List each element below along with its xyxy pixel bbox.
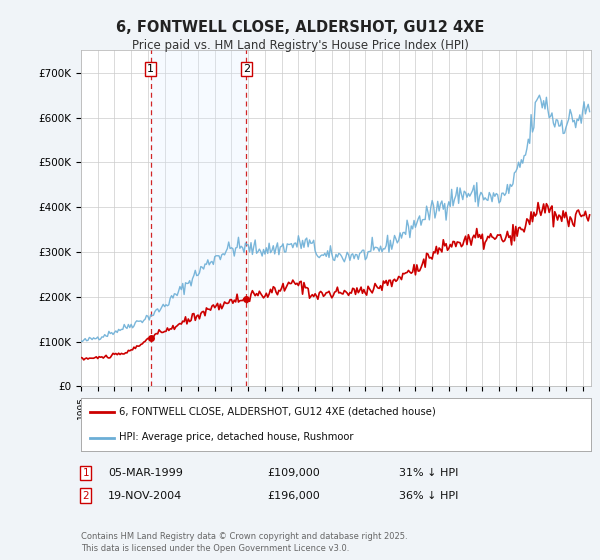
Bar	[151, 50, 246, 386]
Text: HPI: Average price, detached house, Rushmoor: HPI: Average price, detached house, Rush…	[119, 432, 354, 442]
Text: 2: 2	[242, 64, 250, 74]
Text: 05-MAR-1999: 05-MAR-1999	[108, 468, 183, 478]
Text: £196,000: £196,000	[267, 491, 320, 501]
Text: 1: 1	[82, 468, 89, 478]
Text: 2: 2	[82, 491, 89, 501]
Text: Contains HM Land Registry data © Crown copyright and database right 2025.
This d: Contains HM Land Registry data © Crown c…	[81, 533, 407, 553]
Text: 31% ↓ HPI: 31% ↓ HPI	[399, 468, 458, 478]
Text: Price paid vs. HM Land Registry's House Price Index (HPI): Price paid vs. HM Land Registry's House …	[131, 39, 469, 52]
Text: 6, FONTWELL CLOSE, ALDERSHOT, GU12 4XE (detached house): 6, FONTWELL CLOSE, ALDERSHOT, GU12 4XE (…	[119, 407, 436, 417]
Text: 19-NOV-2004: 19-NOV-2004	[108, 491, 182, 501]
Text: 1: 1	[147, 64, 154, 74]
Text: 6, FONTWELL CLOSE, ALDERSHOT, GU12 4XE: 6, FONTWELL CLOSE, ALDERSHOT, GU12 4XE	[116, 20, 484, 35]
Text: 36% ↓ HPI: 36% ↓ HPI	[399, 491, 458, 501]
Text: £109,000: £109,000	[267, 468, 320, 478]
